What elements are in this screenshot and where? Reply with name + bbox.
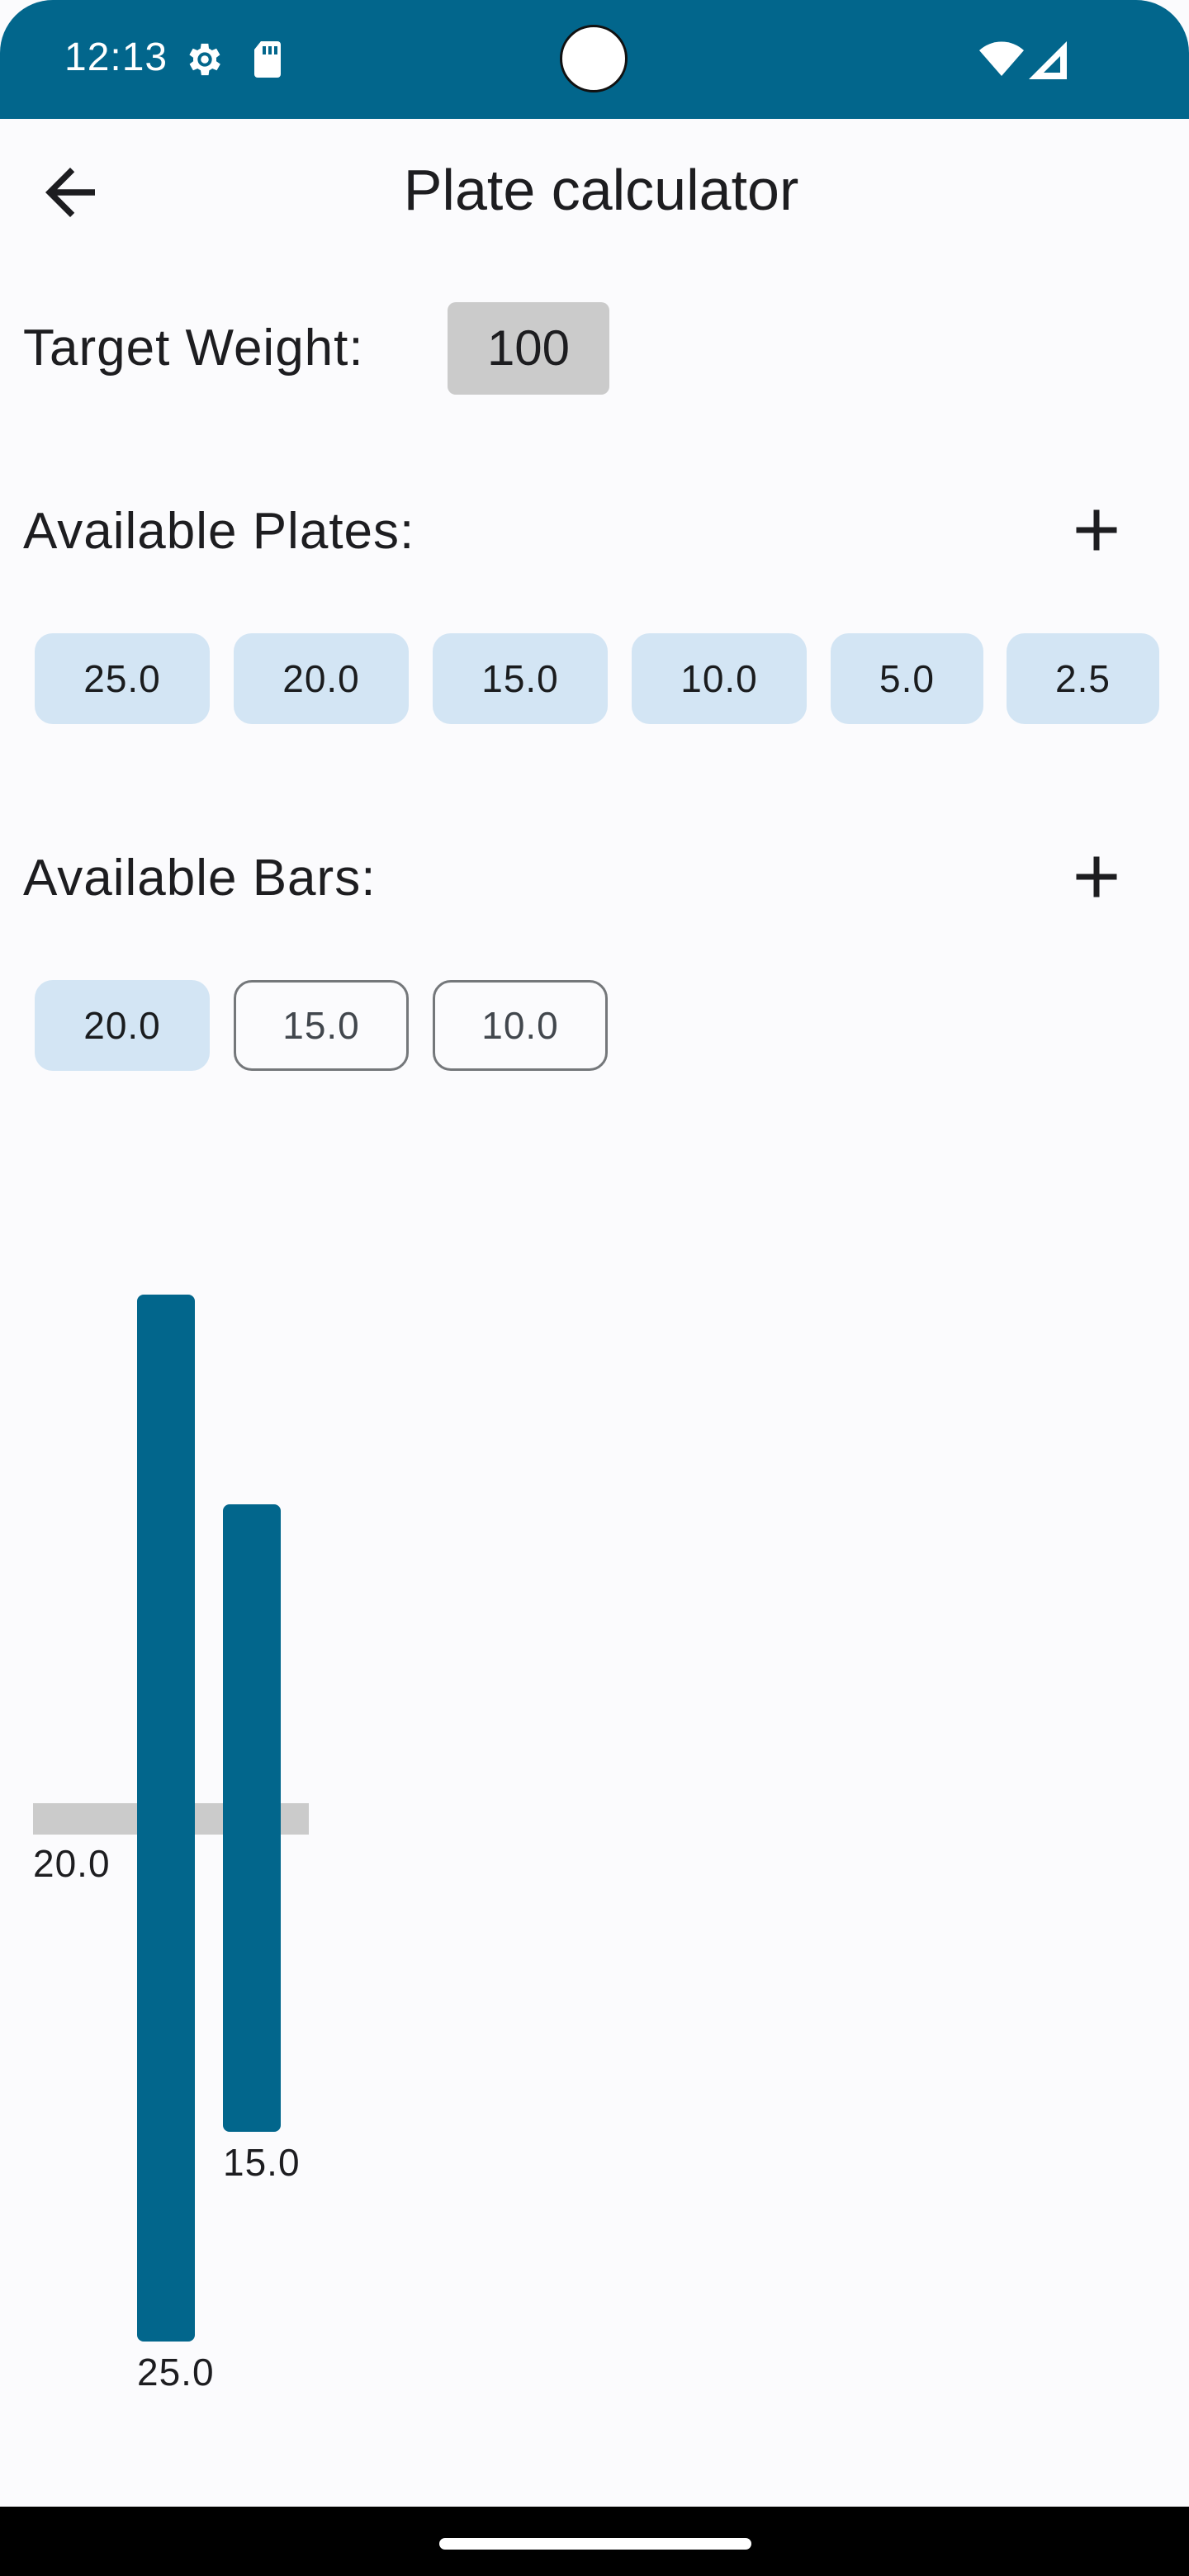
bar-chip-10[interactable]: 10.0 [433,980,608,1071]
front-camera [560,25,628,92]
bar-chip-15[interactable]: 15.0 [234,980,409,1071]
bar-chip-20[interactable]: 20.0 [35,980,210,1071]
plate-25-label: 25.0 [137,2351,215,2394]
plate-25 [137,1295,195,2342]
app-bar: Plate calculator [0,119,1189,259]
sd-card-icon [254,41,281,78]
plate-15 [223,1504,281,2132]
plate-chip-5[interactable]: 5.0 [831,633,983,724]
plate-chip-15[interactable]: 15.0 [433,633,608,724]
arrow-back-icon[interactable] [33,155,107,230]
plate-chip-20[interactable]: 20.0 [234,633,409,724]
status-time: 12:13 [64,36,168,79]
system-navigation-bar [0,2507,1189,2576]
status-bar: 12:13 [0,0,1189,119]
available-bars-label: Available Bars: [23,850,377,907]
plate-chip-10[interactable]: 10.0 [632,633,807,724]
target-weight-input[interactable]: 100 [448,302,609,395]
target-weight-label: Target Weight: [23,320,364,376]
plate-visualization: 20.0 25.0 15.0 [0,1238,1189,2411]
barbell-weight-label: 20.0 [33,1842,111,1885]
plate-15-label: 15.0 [223,2141,301,2184]
page-title: Plate calculator [403,158,799,222]
plate-chip-25[interactable]: 25.0 [35,633,210,724]
home-gesture-handle[interactable] [439,2538,751,2550]
available-plates-label: Available Plates: [23,503,415,560]
cell-signal-icon [1029,41,1067,79]
add-bar-plus-icon[interactable] [1062,842,1131,912]
plates-chip-row: 25.0 20.0 15.0 10.0 5.0 2.5 [0,633,1189,724]
add-plate-plus-icon[interactable] [1062,495,1131,565]
bars-chip-row: 20.0 15.0 10.0 [0,980,1189,1071]
settings-icon [189,43,220,76]
plate-chip-2-5[interactable]: 2.5 [1007,633,1159,724]
wifi-icon [979,41,1024,76]
